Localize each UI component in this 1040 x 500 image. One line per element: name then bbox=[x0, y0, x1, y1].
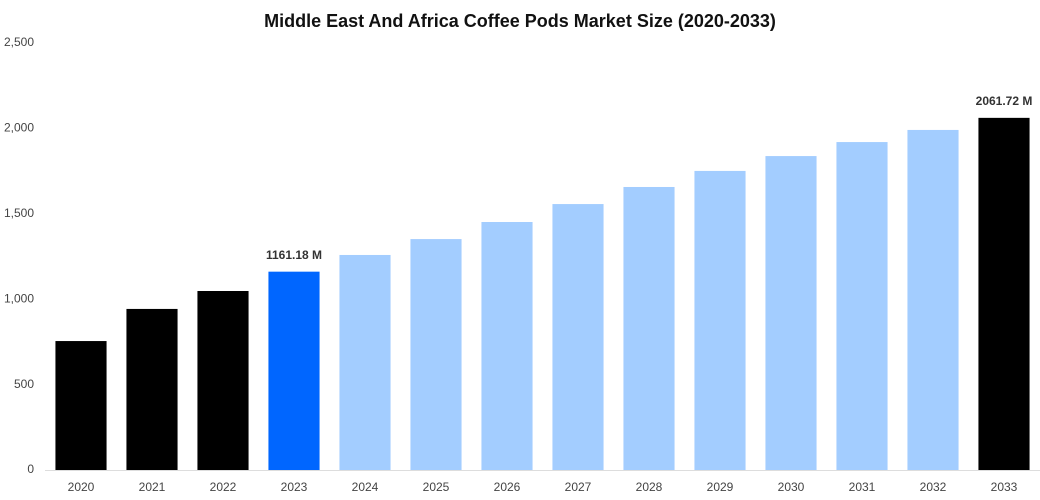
x-tick-label: 2033 bbox=[991, 480, 1018, 494]
bar bbox=[268, 271, 320, 470]
y-tick-label: 0 bbox=[27, 462, 34, 476]
y-tick-label: 500 bbox=[14, 377, 34, 391]
bar bbox=[339, 254, 391, 470]
x-tick-label: 2029 bbox=[707, 480, 734, 494]
bar bbox=[765, 156, 817, 471]
y-tick-label: 2,500 bbox=[4, 35, 34, 49]
x-tick-label: 2023 bbox=[281, 480, 308, 494]
x-tick-label: 2024 bbox=[352, 480, 379, 494]
value-label: 2061.72 M bbox=[976, 94, 1033, 108]
y-tick-label: 1,000 bbox=[4, 291, 34, 305]
bar bbox=[552, 204, 604, 471]
x-tick-label: 2025 bbox=[423, 480, 450, 494]
x-tick-label: 2020 bbox=[68, 480, 95, 494]
x-tick-label: 2022 bbox=[210, 480, 237, 494]
bar bbox=[55, 341, 107, 470]
chart-title: Middle East And Africa Coffee Pods Marke… bbox=[264, 11, 776, 31]
x-tick-label: 2032 bbox=[920, 480, 947, 494]
bar bbox=[126, 308, 178, 470]
x-tick-label: 2031 bbox=[849, 480, 876, 494]
bar bbox=[978, 117, 1030, 471]
x-tick-label: 2026 bbox=[494, 480, 521, 494]
bar bbox=[197, 291, 249, 470]
bar bbox=[410, 239, 462, 470]
x-tick-label: 2030 bbox=[778, 480, 805, 494]
x-tick-label: 2028 bbox=[636, 480, 663, 494]
y-tick-label: 1,500 bbox=[4, 206, 34, 220]
y-tick-label: 2,000 bbox=[4, 121, 34, 135]
value-label: 1161.18 M bbox=[266, 248, 322, 262]
x-tick-label: 2021 bbox=[139, 480, 166, 494]
bar bbox=[481, 221, 533, 470]
bar bbox=[907, 129, 959, 470]
x-tick-label: 2027 bbox=[565, 480, 592, 494]
bar bbox=[836, 142, 888, 470]
bar bbox=[694, 170, 746, 470]
bar bbox=[623, 186, 675, 470]
